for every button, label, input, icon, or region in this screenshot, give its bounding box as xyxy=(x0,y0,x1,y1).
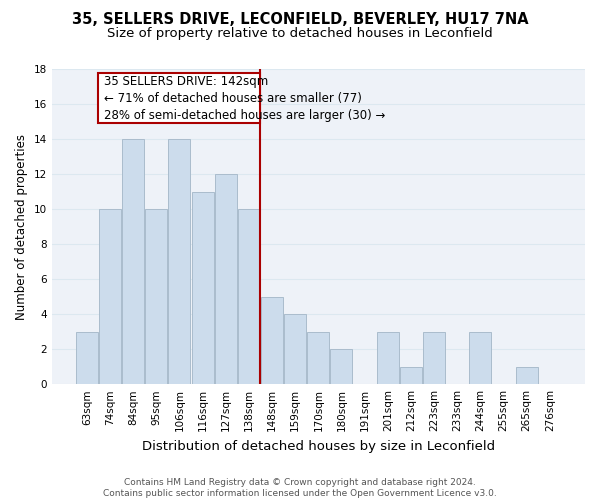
Bar xyxy=(377,332,399,384)
Bar xyxy=(261,296,283,384)
Text: Contains HM Land Registry data © Crown copyright and database right 2024.
Contai: Contains HM Land Registry data © Crown c… xyxy=(103,478,497,498)
Bar xyxy=(99,209,121,384)
Text: Size of property relative to detached houses in Leconfield: Size of property relative to detached ho… xyxy=(107,28,493,40)
Bar xyxy=(469,332,491,384)
Bar xyxy=(76,332,98,384)
Y-axis label: Number of detached properties: Number of detached properties xyxy=(15,134,28,320)
Bar xyxy=(191,192,214,384)
Bar xyxy=(284,314,306,384)
Bar xyxy=(423,332,445,384)
Bar xyxy=(331,349,352,384)
Bar xyxy=(215,174,237,384)
Bar xyxy=(169,139,190,384)
Bar xyxy=(515,366,538,384)
Text: 35, SELLERS DRIVE, LECONFIELD, BEVERLEY, HU17 7NA: 35, SELLERS DRIVE, LECONFIELD, BEVERLEY,… xyxy=(71,12,529,28)
Bar xyxy=(400,366,422,384)
Bar xyxy=(122,139,144,384)
X-axis label: Distribution of detached houses by size in Leconfield: Distribution of detached houses by size … xyxy=(142,440,495,452)
Text: 35 SELLERS DRIVE: 142sqm
← 71% of detached houses are smaller (77)
28% of semi-d: 35 SELLERS DRIVE: 142sqm ← 71% of detach… xyxy=(104,75,386,122)
Bar xyxy=(145,209,167,384)
Bar xyxy=(307,332,329,384)
Bar xyxy=(238,209,260,384)
